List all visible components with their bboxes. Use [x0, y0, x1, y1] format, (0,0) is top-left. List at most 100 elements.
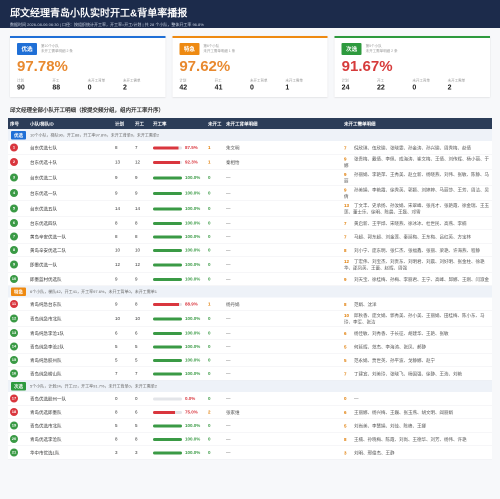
rate-label: 100.0%: [185, 276, 201, 282]
cards: 优选 第10个小队 未开工需单明细 2 条 97.78% 计划 90 开工 88 未开工背单 0 未…: [0, 28, 500, 97]
cell-team: 华中市优选1队: [30, 450, 60, 456]
column-header: 小队/梯队ID: [30, 121, 54, 127]
table-row: 4 台东优选一队 9 9 100.0% 0—9 孙美娟、李艳霞、徐秀英、郭颖、刘婷婷、马丽莎…: [8, 186, 492, 201]
cell-no: 10: [8, 274, 28, 284]
cell-team: 即墨蓝村优选队: [30, 276, 62, 282]
cell-plan: 8: [115, 145, 118, 150]
row-number: 15: [10, 356, 18, 364]
rate-bar: [153, 235, 182, 239]
stat: 开工 22: [377, 78, 412, 91]
rate-bar: [153, 424, 182, 428]
need-names: 马超、郭东超、刘金莲、秦延梅、王东梅、吕红英、方宝林: [354, 234, 472, 240]
cell-needs: 8 刘小宁、庞东明、张仁杰、张福鑫、张丽、梁艳、许海燕、程静: [342, 246, 492, 255]
rate-track: [153, 191, 182, 195]
rate-bar: [153, 277, 182, 281]
table-row: 12 青岛纯急市北队 10 10 100.0% 0—10 邱秋香、庞文娟、郭秀美、孙小美、王…: [8, 311, 492, 327]
need-names: 张贵梅、戴倩、李佩、成海涛、崔文梅、王倩、刘传辉、杨小丽、于娜: [344, 156, 490, 169]
rate-track: [153, 358, 182, 362]
need-names: —: [354, 396, 359, 401]
cell-undone: 0: [208, 371, 211, 376]
cell-needs: 5 刘尚美、李慧娟、刘佳、陈峰、王娜: [342, 421, 492, 430]
cell-needs: 9 刘天宝、徐桂梅、孙梅、李丽君、王宁、高峰、邱娜、王刚、闫淑金: [342, 275, 492, 284]
row-number: 9: [10, 260, 18, 269]
cell-needs: 8 王楠、孙晓梅、陈霞、刘尚、王德华、刘芳、杨伟、许艳: [342, 435, 492, 444]
row-number: 3: [10, 173, 18, 182]
cell-backing: —: [226, 371, 231, 376]
need-names: 杨佳敏、刘秀香、于长征、胡建华、王艳、张敏: [354, 330, 449, 336]
rate-bar: [153, 358, 182, 362]
cell-backing: —: [226, 330, 231, 336]
need-count: 9: [344, 172, 347, 177]
need-count: 5: [344, 357, 347, 363]
rate-label: 75.0%: [185, 409, 198, 415]
need-names: 刘明、邢俊杰、王静: [354, 450, 395, 456]
table-row: 8 黄岛辛安优选二队 10 10 100.0% 0 — 8 刘小宁、庞东明、张仁杰、张福鑫、张丽…: [8, 244, 492, 257]
cell-rate: 100.0%: [151, 343, 206, 350]
need-count: 9: [344, 156, 347, 162]
cell-needs: 3 刘明、邢俊杰、王静: [342, 448, 492, 457]
cell-backing: —: [226, 344, 231, 349]
cell-plan: 8: [115, 220, 118, 226]
table-title: 邱文经理全部小队开工明细（按提交频分组，组内开工率升序）: [10, 107, 164, 114]
rate-label: 100.0%: [185, 436, 201, 442]
card-desc-line: 未开工需单明细 2 条: [365, 49, 398, 54]
row-number: 5: [10, 204, 18, 213]
need-count: 6: [344, 330, 347, 336]
row-number: 16: [10, 369, 18, 378]
row-number: 11: [10, 300, 18, 308]
stat: 未开工需单 2: [123, 78, 158, 91]
rate-label: 100.0%: [185, 190, 201, 196]
need-names: 丁建宜、刘美玲、张晓飞、杨国强、徐静、王浩、刘艳: [354, 371, 463, 377]
stat-value: 41: [214, 83, 223, 91]
cell-done: 10: [135, 247, 141, 253]
rate-label: 100.0%: [185, 450, 201, 455]
table-row: 16 青岛纯急崂山队 7 7 100.0% 0 — 7 丁建宜、刘美玲、张晓飞、杨国强、徐静、王…: [8, 367, 492, 381]
table-row: 14 青岛纯急李沧2队 5 5 100.0% 0 — 5 何延辉、范杰、李海涛、张凤、郝静: [8, 340, 492, 354]
column-header: 未开工需单明细: [344, 121, 376, 127]
rate-track: [153, 146, 182, 150]
row-number: 2: [10, 158, 18, 166]
rate-label: 88.9%: [185, 301, 198, 307]
need-names: 王楠、孙晓梅、陈霞、刘尚、王德华、刘芳、杨伟、许艳: [354, 436, 467, 442]
stat-value: 0: [250, 83, 254, 91]
table-row: 21 华中市优选1队 3 3 100.0% 0 — 3 刘明、邢俊杰、王静: [8, 446, 492, 460]
cell-undone: 0: [208, 175, 211, 180]
cell-backing: —: [226, 357, 231, 363]
cell-rate: 100.0%: [151, 370, 206, 377]
card-tag: 优选: [17, 43, 37, 55]
stat: 未开工需单 1: [285, 78, 320, 91]
rate-track: [153, 235, 182, 239]
cell-plan: 0: [115, 396, 118, 401]
cell-no: 6: [8, 218, 28, 228]
table-row: 13 青岛纯急李沧1队 6 6 100.0% 0 — 6 杨佳敏、刘秀香、于长征、胡建华、王艳、…: [8, 327, 492, 340]
card-rate: 97.78%: [17, 58, 68, 75]
cell-rate: 100.0%: [151, 205, 206, 212]
summary-card: 特急 第6个小队 未开工需单明细 1 条 97.62% 计划 42 开工 41 未开工背单 0 未开…: [172, 36, 328, 97]
cell-rate: 100.0%: [151, 247, 206, 254]
cell-team: 即墨优选一队: [30, 262, 58, 268]
cell-rate: 100.0%: [151, 276, 206, 283]
table-row: 9 即墨优选一队 12 12 100.0% 0—12 丁宏伟、刘宝杰、刘贵东、刘明君、刘晨、…: [8, 257, 492, 273]
card-stats: 计划 42 开工 41 未开工背单 0 未开工需单 1: [179, 78, 320, 91]
table-row: 17 青岛优选胶州一队 0 0 0.0% 0—0—: [8, 392, 492, 406]
table-header: 序号 小队/梯队ID 计划 开工 开工率 未开工 未开工背单明细 未开工需单明细: [8, 118, 492, 130]
cell-needs: 5 何延辉、范杰、李海涛、张凤、郝静: [342, 342, 492, 351]
cell-backing: —: [226, 276, 231, 282]
row-number: 8: [10, 246, 18, 254]
cell-no: 20: [8, 434, 28, 444]
rate-bar: [153, 331, 182, 335]
cell-done: 9: [135, 190, 138, 196]
need-count: 8: [344, 436, 347, 442]
card-stats: 计划 24 开工 22 未开工背单 0 未开工需单 2: [342, 78, 483, 91]
cell-backing: —: [226, 316, 231, 321]
stat: 计划 24: [342, 78, 377, 91]
cell-undone: 1: [208, 159, 211, 165]
stat-value: 90: [17, 83, 25, 91]
cell-needs: 9 孙丽娟、李艳萍、王秀美、赵立新、杨晓燕、刘伟、张敏、陈静、马丽: [342, 170, 492, 185]
rate-label: 100.0%: [185, 330, 201, 336]
rate-label: 100.0%: [185, 316, 201, 321]
cell-backing: —: [226, 220, 231, 226]
cell-backing: —: [226, 247, 231, 253]
cell-plan: 10: [115, 247, 121, 253]
